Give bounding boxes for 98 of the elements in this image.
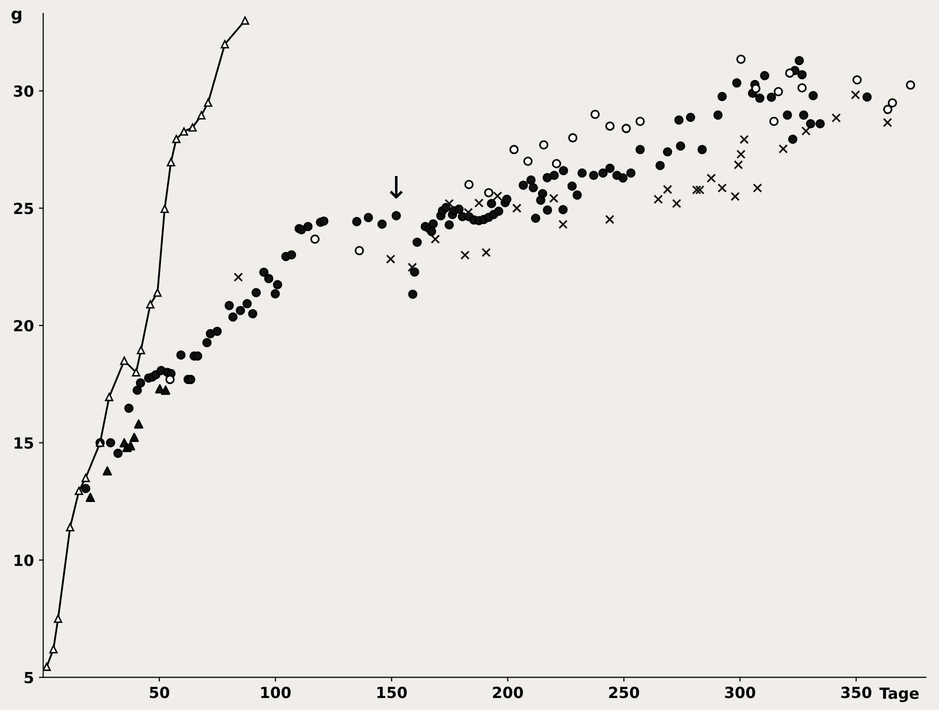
point [751, 84, 760, 94]
point [464, 180, 474, 190]
x-tick-label: 250 [609, 686, 640, 698]
point [558, 220, 568, 230]
point [736, 150, 746, 159]
point [102, 466, 112, 476]
point [605, 214, 614, 224]
point [718, 183, 727, 193]
point [408, 262, 417, 272]
x-axis-title: Tage [879, 688, 919, 702]
point [523, 156, 533, 166]
point [636, 116, 645, 126]
point [180, 127, 188, 136]
y-tick-label: 25 [14, 202, 34, 214]
point [692, 185, 702, 195]
point [883, 104, 892, 114]
point [568, 133, 578, 142]
point [706, 174, 716, 183]
point [778, 144, 788, 154]
point [165, 374, 175, 384]
annotation: ↓ [390, 176, 403, 198]
point [43, 662, 51, 671]
point [590, 110, 600, 119]
point [160, 204, 169, 214]
point [852, 75, 862, 85]
y-tick-label: 30 [14, 85, 34, 97]
point [49, 645, 58, 654]
y-tick-label: 20 [14, 320, 34, 332]
point [204, 98, 212, 107]
point [730, 192, 740, 202]
point [104, 392, 114, 402]
point [752, 183, 762, 193]
point [197, 111, 206, 120]
point [354, 246, 364, 256]
point [740, 134, 749, 144]
point [132, 368, 140, 377]
point [66, 523, 74, 532]
point [160, 386, 170, 395]
point [492, 191, 502, 201]
point [188, 123, 197, 132]
point [888, 98, 898, 108]
y-axis-title: g [12, 10, 22, 24]
y-tick-label: 10 [14, 554, 34, 566]
point [734, 160, 744, 170]
x-tick-label: 300 [725, 686, 756, 698]
point [785, 68, 794, 78]
point [832, 113, 841, 123]
x-tick-label: 50 [150, 686, 170, 698]
x-tick-label: 100 [261, 686, 291, 698]
point [539, 140, 548, 150]
point [882, 118, 892, 128]
point [136, 346, 146, 354]
point [552, 158, 562, 168]
y-tick-label: 15 [14, 437, 34, 449]
point [672, 198, 682, 208]
point [484, 188, 494, 198]
point [172, 134, 180, 144]
point [86, 492, 95, 502]
point [654, 194, 663, 204]
point [234, 272, 243, 282]
point [130, 432, 139, 442]
point [220, 40, 230, 48]
point [134, 419, 144, 429]
point [166, 158, 176, 166]
point [444, 198, 454, 208]
point [662, 184, 672, 194]
point [474, 198, 484, 208]
point [482, 248, 491, 258]
point [54, 614, 62, 623]
point [146, 300, 154, 309]
point [153, 288, 162, 297]
point [549, 194, 558, 203]
point [82, 474, 90, 482]
point [906, 80, 916, 90]
point [464, 208, 473, 218]
point [797, 83, 807, 92]
point [801, 126, 811, 136]
point [386, 254, 396, 264]
point [126, 441, 136, 450]
point [622, 124, 631, 134]
point [120, 356, 128, 365]
point [605, 121, 615, 131]
point [74, 486, 84, 496]
point [850, 90, 860, 100]
point [774, 86, 783, 96]
point [460, 250, 470, 260]
x-tick-label: 350 [841, 686, 872, 698]
point [769, 116, 779, 126]
point [509, 144, 519, 154]
point [310, 234, 320, 244]
x-tick-label: 200 [493, 686, 523, 698]
point [512, 204, 522, 213]
y-tick-label: 5 [24, 672, 34, 684]
point [240, 16, 250, 25]
point [736, 54, 746, 64]
point [430, 234, 440, 244]
x-tick-label: 150 [377, 686, 407, 698]
point [695, 185, 704, 195]
